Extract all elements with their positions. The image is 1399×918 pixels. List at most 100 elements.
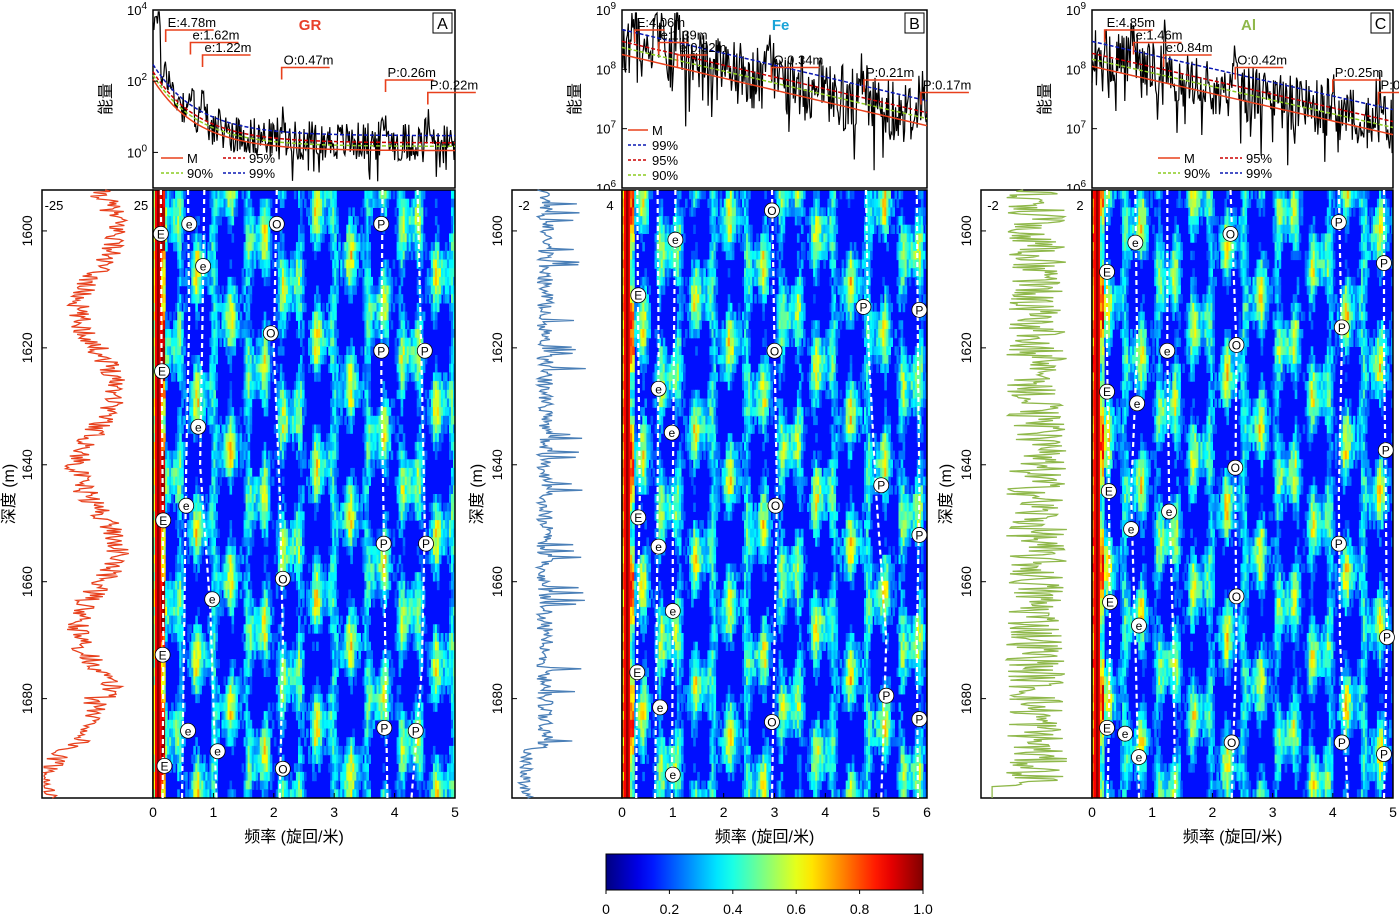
spectrogram-cell (386, 685, 390, 695)
spectrogram-cell (336, 615, 339, 625)
spectrogram-cell (376, 441, 380, 452)
spectrogram-cell (235, 198, 239, 208)
spectrogram-cell (225, 711, 229, 721)
spectrogram-cell (161, 346, 164, 356)
spectrogram-cell (201, 389, 204, 400)
spectrogram-cell (350, 250, 353, 261)
spectrogram-cell (177, 789, 180, 798)
spectrogram-cell (243, 693, 247, 704)
spectrogram-cell (328, 224, 331, 234)
spectrogram-cell (326, 598, 329, 608)
spectrogram-cell (388, 276, 392, 287)
spectrogram-cell (169, 589, 172, 599)
spectrogram-cell (289, 268, 293, 278)
spectrogram-cell (167, 476, 170, 486)
spectrogram-cell (366, 537, 369, 547)
spectrogram-cell (163, 294, 166, 304)
spectrogram-cell (324, 329, 327, 339)
spectrogram-cell (193, 276, 196, 287)
spectrogram-cell (334, 754, 337, 764)
spectrogram-cell (372, 711, 376, 721)
spectrogram-cell (227, 728, 231, 738)
spectrogram-cell (153, 372, 156, 382)
spectrogram-cell (312, 224, 315, 234)
spectrogram-cell (183, 346, 186, 356)
spectrogram-cell (263, 450, 267, 460)
spectrogram-cell (261, 467, 265, 478)
spectrogram-cell (352, 667, 355, 677)
spectrogram-cell (334, 789, 337, 798)
spectrogram-cell (253, 259, 257, 269)
spectrogram-cell (364, 285, 367, 295)
spectrogram-cell (249, 580, 253, 591)
spectrogram-cell (336, 450, 339, 460)
spectrogram-cell (336, 528, 339, 538)
spectrogram-cell (370, 407, 373, 417)
spectrogram-cell (372, 563, 376, 573)
spectrogram-cell (221, 450, 225, 460)
spectrogram-cell (175, 554, 178, 565)
spectrogram-cell (350, 546, 353, 556)
spectrogram-cell (308, 207, 311, 217)
spectrogram-cell (360, 207, 363, 217)
spectrogram-cell (201, 763, 204, 773)
spectrogram-cell (314, 216, 317, 226)
spectrogram-cell (334, 268, 337, 278)
spectrogram-cell (362, 615, 365, 625)
spectrogram-cell (364, 216, 367, 226)
spectrogram-cell (215, 329, 218, 339)
spectrogram-cell (251, 233, 255, 243)
spectrogram-cell (320, 216, 323, 226)
spectrogram-cell (320, 711, 323, 721)
spectrogram-cell (193, 372, 196, 382)
spectrogram-cell (177, 737, 180, 747)
spectrogram-cell (362, 294, 365, 304)
spectrogram-cell (398, 381, 402, 391)
spectrogram-cell (364, 633, 367, 643)
spectrogram-cell (265, 320, 269, 330)
spectrogram-cell (298, 572, 301, 582)
spectrogram-cell (356, 789, 359, 798)
spectrogram-cell (227, 415, 231, 426)
spectrogram-cell (183, 615, 186, 625)
spectrogram-cell (394, 294, 398, 304)
spectrogram-cell (169, 355, 172, 365)
spectrogram-cell (163, 502, 166, 512)
spectrogram-cell (279, 659, 283, 669)
spectrogram-cell (314, 624, 317, 634)
spectrogram-cell (380, 563, 384, 573)
spectrogram-cell (298, 528, 301, 538)
spectrogram-cell (356, 259, 359, 269)
spectrogram-cell (223, 572, 227, 582)
spectrogram-cell (239, 676, 243, 686)
spectrogram-cell (261, 233, 265, 243)
spectrogram-cell (356, 389, 359, 400)
spectrogram-cell (350, 528, 353, 538)
spectrogram-cell (153, 633, 156, 643)
spectrogram-cell (306, 207, 309, 217)
spectrogram-cell (257, 216, 261, 226)
spectrogram-cell (171, 476, 174, 486)
spectrogram-cell (269, 615, 273, 625)
spectrogram-cell (191, 520, 194, 530)
spectrogram-cell (370, 467, 373, 478)
spectrogram-cell (241, 554, 245, 565)
spectrogram-cell (213, 476, 216, 486)
spectrogram-cell (281, 676, 285, 686)
spectrogram-cell (344, 511, 347, 521)
spectrogram-cell (209, 381, 212, 391)
spectrogram-cell (279, 346, 283, 356)
spectrogram-cell (330, 771, 333, 782)
spectrogram-cell (366, 346, 369, 356)
spectrogram-cell (398, 476, 402, 486)
spectrogram-cell (267, 702, 271, 712)
spectrogram-cell (177, 329, 180, 339)
spectrogram-cell (267, 771, 271, 782)
spectrogram-cell (263, 276, 267, 287)
spectrogram-cell (300, 589, 303, 599)
spectrogram-cell (181, 207, 184, 217)
spectrogram-cell (295, 433, 299, 443)
spectrogram-cell (398, 494, 402, 504)
spectrogram-cell (372, 424, 376, 434)
spectrogram-cell (336, 268, 339, 278)
